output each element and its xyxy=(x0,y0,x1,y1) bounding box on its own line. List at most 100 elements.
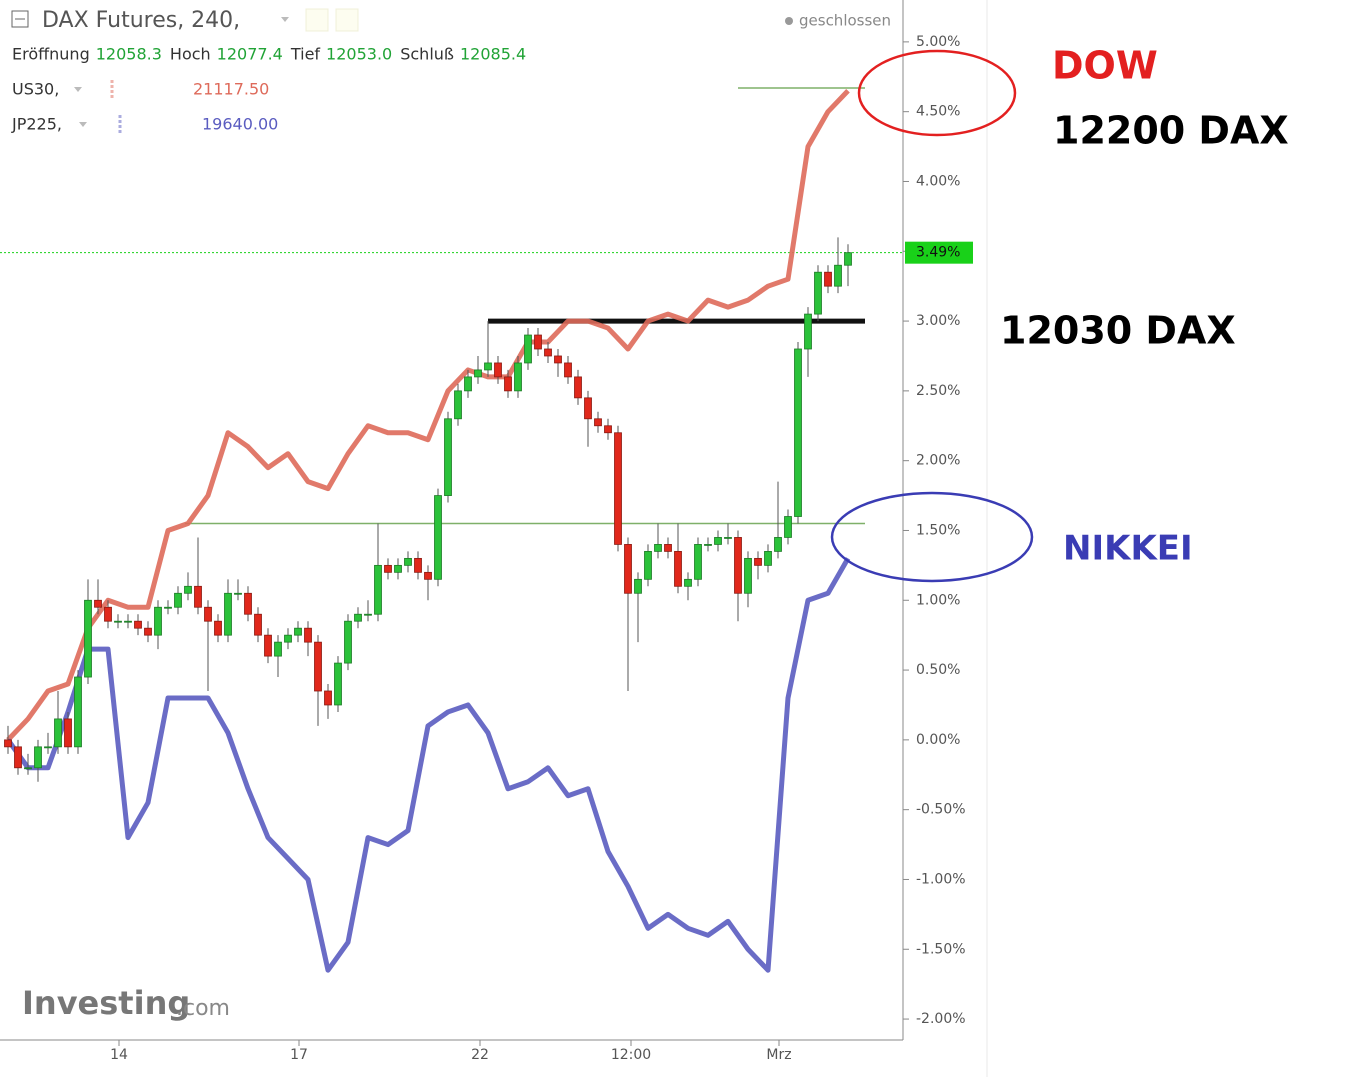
candle-body xyxy=(74,676,82,748)
candle-body xyxy=(644,551,652,580)
candle-body xyxy=(324,690,332,706)
candle-body xyxy=(584,397,592,420)
legend-value: 19640.00 xyxy=(202,115,278,134)
x-tick-label: Mrz xyxy=(766,1047,791,1063)
candle-body xyxy=(714,537,722,545)
candle-body xyxy=(454,390,462,420)
legend-name: US30, xyxy=(12,80,59,99)
candle-body xyxy=(194,585,202,608)
candle-body xyxy=(374,564,382,615)
candle-body xyxy=(174,592,182,608)
y-tick-label: -2.00% xyxy=(916,1011,966,1027)
candle-body xyxy=(624,544,632,594)
candle-body xyxy=(164,606,172,609)
compare-line xyxy=(6,89,850,742)
candle-body xyxy=(134,620,142,629)
ohlc-label: Hoch xyxy=(170,45,211,64)
candle-body xyxy=(804,313,812,350)
market-status: geschlossen xyxy=(799,12,891,30)
legend: US30, 21117.50 JP225, 19640.00 xyxy=(11,80,278,135)
y-tick-label: 3.00% xyxy=(916,313,960,329)
y-tick-label: 0.00% xyxy=(916,732,960,748)
candle-body xyxy=(24,767,32,770)
y-tick-label: 5.00% xyxy=(916,34,960,50)
candle-body xyxy=(704,544,712,546)
candle-body xyxy=(284,634,292,643)
candle-body xyxy=(784,516,792,538)
last-price-box xyxy=(905,241,973,264)
candle-body xyxy=(744,557,752,594)
candle-body xyxy=(104,606,112,622)
tool-button[interactable] xyxy=(305,8,329,32)
candle-body xyxy=(794,348,802,517)
y-tick-label: 0.50% xyxy=(916,662,960,678)
candle-body xyxy=(224,592,232,636)
candle-body xyxy=(684,578,692,587)
candle-body xyxy=(544,348,552,357)
ohlc-value: 12077.4 xyxy=(217,45,283,64)
candle-body xyxy=(54,718,62,748)
candle-body xyxy=(814,271,822,315)
annotations: DOW 12200 DAX 12030 DAX NIKKEI xyxy=(1000,44,1289,569)
candle-body xyxy=(294,627,302,636)
candle-body xyxy=(504,376,512,392)
candle-body xyxy=(384,564,392,573)
ohlc-value: 12085.4 xyxy=(460,45,526,64)
candle-body xyxy=(664,544,672,552)
candle-body xyxy=(534,334,542,350)
dow-ellipse xyxy=(857,49,1017,137)
annotation: 12030 DAX xyxy=(1000,309,1236,353)
ohlc-label: Schluß xyxy=(400,45,454,64)
candle-body xyxy=(354,613,362,622)
tool-button[interactable] xyxy=(335,8,359,32)
candle-body xyxy=(734,537,742,594)
plot-area xyxy=(0,87,903,973)
candle-body xyxy=(564,362,572,378)
ohlc-label: Tief xyxy=(290,45,321,64)
legend-name: JP225, xyxy=(11,115,62,134)
candle-body xyxy=(754,557,762,566)
candle-body xyxy=(274,641,282,657)
chart-title: DAX Futures, 240, xyxy=(42,8,240,33)
collapse-icon[interactable] xyxy=(11,10,29,28)
candle-body xyxy=(184,585,192,594)
ohlc-value: 12053.0 xyxy=(326,45,392,64)
candle-body xyxy=(44,746,52,749)
candle-body xyxy=(314,641,322,692)
y-tick-label: 2.00% xyxy=(916,453,960,469)
ohlc-label: Eröffnung xyxy=(12,45,90,64)
candle-body xyxy=(394,564,402,573)
candle-body xyxy=(494,362,502,378)
candle-body xyxy=(404,557,412,566)
dropdown-arrow xyxy=(74,87,82,92)
y-tick-label: 1.00% xyxy=(916,592,960,608)
status-dot xyxy=(785,17,793,25)
candle-body xyxy=(614,432,622,545)
candle-body xyxy=(844,252,852,266)
y-tick-label: -1.50% xyxy=(916,941,966,957)
dropdown-arrow[interactable] xyxy=(281,17,289,22)
watermark-brand: Investing xyxy=(22,984,190,1022)
candle-body xyxy=(434,495,442,580)
candle-body xyxy=(304,627,312,643)
candle-body xyxy=(524,334,532,364)
candle-body xyxy=(244,592,252,615)
y-tick-label: 4.50% xyxy=(916,104,960,120)
candle-body xyxy=(444,418,452,496)
candle-body xyxy=(114,620,122,623)
candle-body xyxy=(514,362,522,392)
x-tick-label: 22 xyxy=(471,1047,489,1063)
candle-body xyxy=(34,746,42,769)
last-price-label: 3.49% xyxy=(916,245,960,261)
candle-body xyxy=(824,271,832,287)
candle-body xyxy=(574,376,582,399)
candle-body xyxy=(204,606,212,622)
dropdown-arrow xyxy=(79,122,87,127)
candle-body xyxy=(604,425,612,434)
candle-body xyxy=(364,613,372,616)
legend-value: 21117.50 xyxy=(193,80,269,99)
candle-body xyxy=(674,551,682,587)
candle-body xyxy=(424,571,432,580)
candle-body xyxy=(334,662,342,706)
candle-body xyxy=(764,551,772,566)
